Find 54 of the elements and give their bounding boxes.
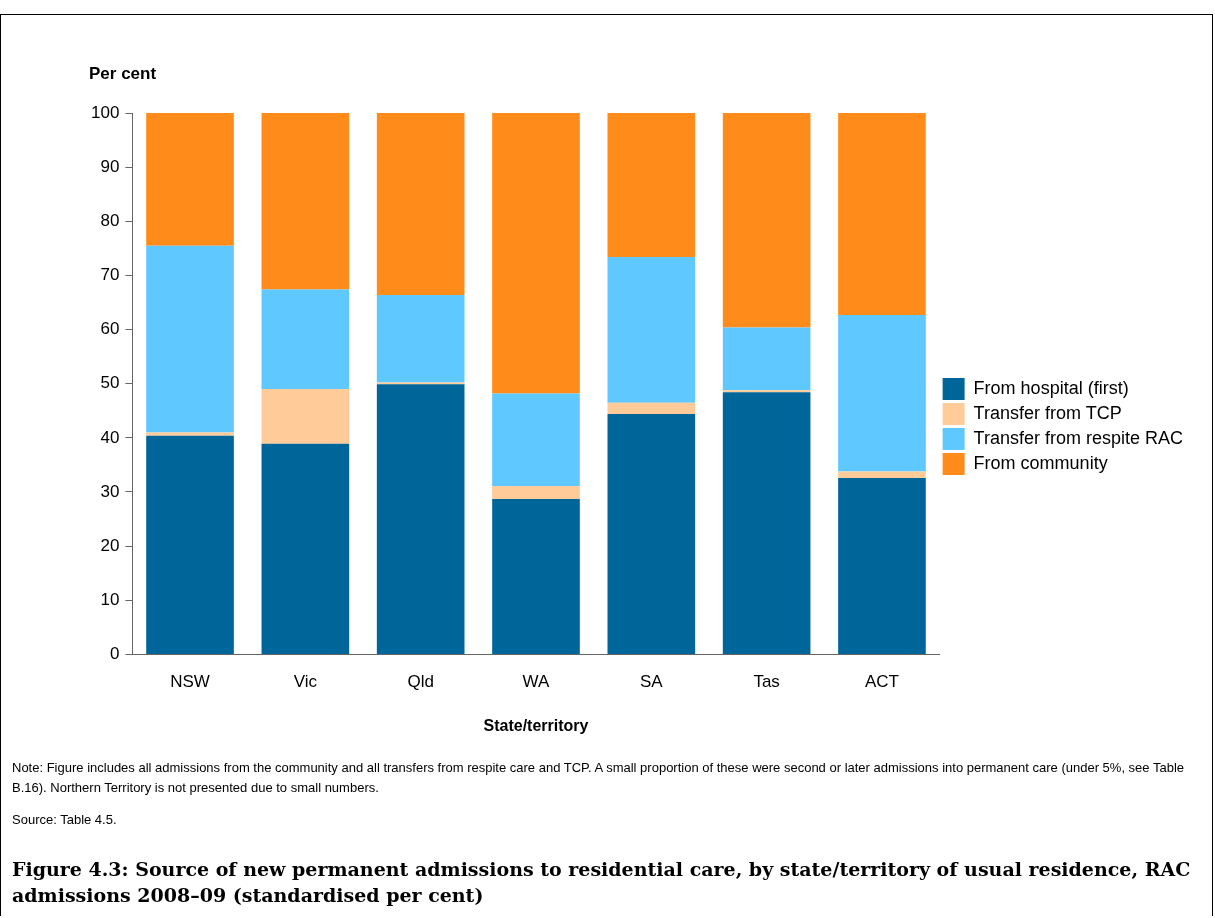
source-note: Source: Table 4.5. (12, 811, 118, 829)
bar (261, 389, 350, 444)
text: Note: Figure includes all admissions from the community and all transfers from respite care and TCP. A small proportion of these were second or later admissions into permanent care (under 5%, see Table B.16). Northern Territory is not presented due to small numbers. (12, 759, 1186, 797)
bar (722, 327, 811, 391)
bar (146, 435, 234, 654)
x-tick-label: Vic (293, 672, 318, 692)
y-tick-label: 10 (100, 589, 120, 609)
y-tick-label: 20 (100, 535, 120, 555)
x-tick-label: ACT (864, 672, 899, 692)
bar (492, 113, 580, 394)
x-axis-title: State/territory (483, 716, 589, 734)
y-axis-title: Per cent (89, 64, 157, 84)
x-tick-label: Tas (753, 672, 780, 692)
bar (492, 486, 580, 500)
bar (146, 432, 234, 436)
bar (261, 289, 350, 390)
bar (376, 294, 465, 383)
bar (492, 499, 580, 654)
bar (261, 113, 350, 290)
bar (838, 314, 926, 472)
bar (607, 414, 696, 654)
y-tick-label: 30 (100, 481, 120, 501)
bar (146, 113, 234, 246)
x-tick-label: WA (522, 672, 551, 692)
bar (376, 384, 465, 654)
bar (492, 393, 580, 487)
y-tick-label: 50 (100, 373, 120, 393)
bar (838, 477, 926, 654)
legend-label: Transfer from TCP (973, 402, 1122, 423)
bar (146, 245, 234, 433)
bar (838, 471, 926, 478)
bar (607, 257, 696, 403)
y-tick-label: 90 (100, 156, 120, 176)
y-tick-label: 80 (100, 210, 120, 230)
legend-label: Transfer from respite RAC (973, 427, 1184, 448)
bar (376, 113, 465, 295)
bar (607, 402, 696, 415)
y-tick-label: 0 (109, 644, 120, 664)
text: Figure 4.3: Source of new permanent admissions to residential care, by state/territory of usual residence, RAC admissions 2008–09 (standardised per cent) (12, 857, 1192, 908)
x-tick-label: Qld (407, 672, 434, 692)
bar (722, 113, 811, 328)
bar (722, 392, 811, 654)
y-tick-label: 40 (100, 427, 120, 447)
legend-label: From hospital (first) (973, 377, 1129, 398)
y-tick-label: 100 (90, 102, 120, 122)
bar (261, 443, 350, 654)
y-tick-label: 60 (100, 319, 120, 339)
x-tick-label: SA (639, 672, 664, 692)
y-tick-label: 70 (100, 265, 120, 285)
legend-label: From community (973, 452, 1108, 473)
x-tick-label: NSW (170, 672, 210, 692)
bar (722, 390, 811, 393)
bar (838, 113, 926, 315)
bar (607, 113, 696, 258)
